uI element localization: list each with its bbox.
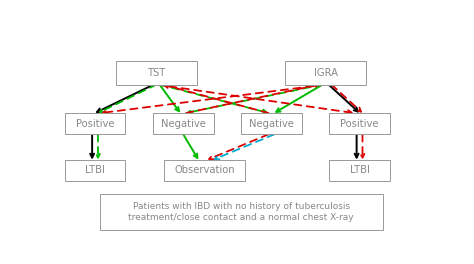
FancyBboxPatch shape	[329, 160, 390, 181]
FancyBboxPatch shape	[65, 160, 125, 181]
FancyBboxPatch shape	[100, 194, 383, 230]
Text: Negative: Negative	[161, 119, 206, 129]
Text: Negative: Negative	[249, 119, 294, 129]
FancyBboxPatch shape	[285, 61, 366, 84]
Text: Positive: Positive	[340, 119, 379, 129]
Text: IGRA: IGRA	[314, 68, 337, 78]
Text: TST: TST	[147, 68, 166, 78]
FancyBboxPatch shape	[164, 160, 245, 181]
FancyBboxPatch shape	[241, 113, 301, 134]
Text: Patients with IBD with no history of tuberculosis
treatment/close contact and a : Patients with IBD with no history of tub…	[128, 202, 354, 222]
Text: LTBI: LTBI	[85, 166, 105, 175]
Text: Observation: Observation	[174, 166, 235, 175]
FancyBboxPatch shape	[65, 113, 125, 134]
FancyBboxPatch shape	[153, 113, 213, 134]
Text: LTBI: LTBI	[350, 166, 370, 175]
FancyBboxPatch shape	[329, 113, 390, 134]
Text: Positive: Positive	[76, 119, 114, 129]
FancyBboxPatch shape	[116, 61, 197, 84]
